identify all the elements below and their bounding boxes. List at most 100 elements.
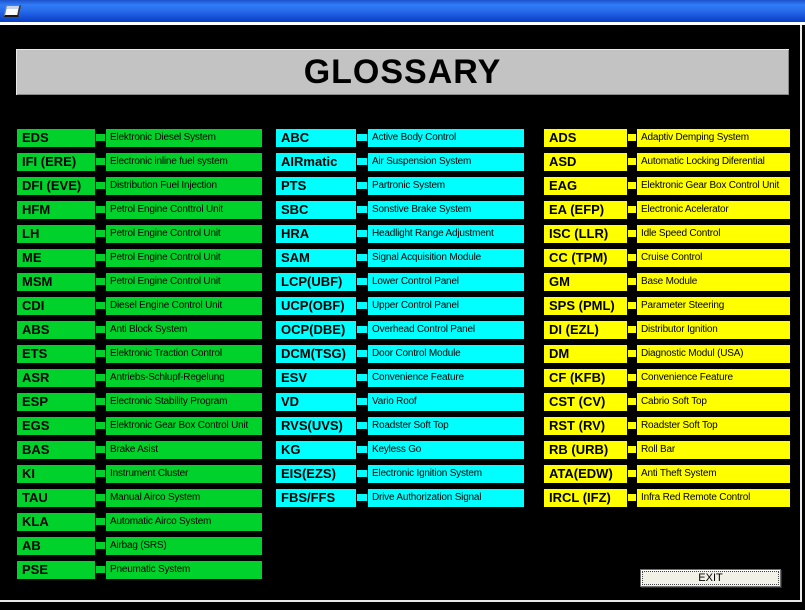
connector-dash	[357, 368, 367, 388]
connector-dash	[628, 368, 636, 388]
dash-line	[96, 325, 105, 335]
dash-line	[96, 181, 105, 191]
window-form-icon[interactable]	[3, 5, 22, 17]
abbreviation-box: FBS/FFS	[275, 488, 357, 508]
dash-line	[628, 157, 636, 167]
description-box: Anti Block System	[105, 320, 263, 340]
connector-dash	[96, 248, 105, 268]
glossary-entry: DM Diagnostic Modul (USA)	[543, 344, 791, 364]
connector-dash	[96, 224, 105, 244]
description-box: Brake Asist	[105, 440, 263, 460]
connector-dash	[628, 320, 636, 340]
abbreviation-box: OCP(DBE)	[275, 320, 357, 340]
abbreviation-box: SAM	[275, 248, 357, 268]
abbreviation-box: ASD	[543, 152, 628, 172]
connector-dash	[628, 128, 636, 148]
glossary-entry: ABC Active Body Control	[275, 128, 525, 148]
connector-dash	[96, 200, 105, 220]
connector-dash	[357, 176, 367, 196]
description-box: Vario Roof	[367, 392, 525, 412]
connector-dash	[628, 416, 636, 436]
connector-dash	[628, 296, 636, 316]
connector-dash	[628, 200, 636, 220]
description-box: Roadster Soft Top	[367, 416, 525, 436]
description-box: Upper Control Panel	[367, 296, 525, 316]
description-box: Anti Theft System	[636, 464, 791, 484]
glossary-entry: GM Base Module	[543, 272, 791, 292]
description-box: Roadster Soft Top	[636, 416, 791, 436]
glossary-column-green: EDS Elektronic Diesel System IFI (ERE) E…	[16, 128, 263, 584]
dash-line	[628, 421, 636, 431]
abbreviation-box: ABS	[16, 320, 96, 340]
glossary-entry: IFI (ERE) Electronic inline fuel system	[16, 152, 263, 172]
glossary-entry: HFM Petrol Engine Conttrol Unit	[16, 200, 263, 220]
description-box: Adaptiv Demping System	[636, 128, 791, 148]
description-box: Instrument Cluster	[105, 464, 263, 484]
dash-line	[96, 421, 105, 431]
connector-dash	[96, 416, 105, 436]
dash-line	[628, 301, 636, 311]
description-box: Diagnostic Modul (USA)	[636, 344, 791, 364]
dash-line	[628, 253, 636, 263]
connector-dash	[357, 392, 367, 412]
dash-line	[628, 349, 636, 359]
connector-dash	[96, 344, 105, 364]
dash-line	[96, 277, 105, 287]
description-box: Petrol Engine Conttrol Unit	[105, 200, 263, 220]
dash-line	[357, 445, 367, 455]
dash-line	[357, 277, 367, 287]
description-box: Electronic Stability Program	[105, 392, 263, 412]
dash-line	[628, 133, 636, 143]
glossary-entry: ME Petrol Engine Control Unit	[16, 248, 263, 268]
abbreviation-box: HRA	[275, 224, 357, 244]
abbreviation-box: KI	[16, 464, 96, 484]
description-box: Idle Speed Control	[636, 224, 791, 244]
description-box: Base Module	[636, 272, 791, 292]
description-box: Electronic inline fuel system	[105, 152, 263, 172]
abbreviation-box: LCP(UBF)	[275, 272, 357, 292]
dash-line	[96, 397, 105, 407]
dash-line	[357, 373, 367, 383]
glossary-entry: EAG Elektronic Gear Box Control Unit	[543, 176, 791, 196]
description-box: Signal Acquisition Module	[367, 248, 525, 268]
glossary-entry: TAU Manual Airco System	[16, 488, 263, 508]
abbreviation-box: IFI (ERE)	[16, 152, 96, 172]
abbreviation-box: ASR	[16, 368, 96, 388]
glossary-entry: KLA Automatic Airco System	[16, 512, 263, 532]
description-box: Elektronic Diesel System	[105, 128, 263, 148]
abbreviation-box: MSM	[16, 272, 96, 292]
abbreviation-box: DI (EZL)	[543, 320, 628, 340]
exit-button[interactable]: EXIT	[640, 569, 781, 587]
window-border-right	[800, 25, 802, 602]
connector-dash	[96, 560, 105, 580]
description-box: Convenience Feature	[367, 368, 525, 388]
description-box: Overhead Control Panel	[367, 320, 525, 340]
glossary-entry: AIRmatic Air Suspension System	[275, 152, 525, 172]
glossary-entry: ABS Anti Block System	[16, 320, 263, 340]
dash-line	[628, 493, 636, 503]
window-titlebar	[0, 0, 805, 22]
glossary-entry: EGS Elektronic Gear Box Control Unit	[16, 416, 263, 436]
glossary-entry: EIS(EZS) Electronic Ignition System	[275, 464, 525, 484]
dash-line	[96, 253, 105, 263]
glossary-entry: EA (EFP) Electronic Acelerator	[543, 200, 791, 220]
abbreviation-box: KG	[275, 440, 357, 460]
description-box: Elektronic Gear Box Control Unit	[105, 416, 263, 436]
glossary-entry: EDS Elektronic Diesel System	[16, 128, 263, 148]
description-box: Active Body Control	[367, 128, 525, 148]
glossary-entry: KI Instrument Cluster	[16, 464, 263, 484]
abbreviation-box: ESP	[16, 392, 96, 412]
description-box: Petrol Engine Control Unit	[105, 224, 263, 244]
dash-line	[96, 373, 105, 383]
abbreviation-box: IRCL (IFZ)	[543, 488, 628, 508]
description-box: Elektronic Gear Box Control Unit	[636, 176, 791, 196]
abbreviation-box: PSE	[16, 560, 96, 580]
dash-line	[357, 397, 367, 407]
glossary-entry: KG Keyless Go	[275, 440, 525, 460]
description-box: Infra Red Remote Control	[636, 488, 791, 508]
dash-line	[357, 157, 367, 167]
glossary-entry: LCP(UBF) Lower Control Panel	[275, 272, 525, 292]
abbreviation-box: RVS(UVS)	[275, 416, 357, 436]
abbreviation-box: RB (URB)	[543, 440, 628, 460]
